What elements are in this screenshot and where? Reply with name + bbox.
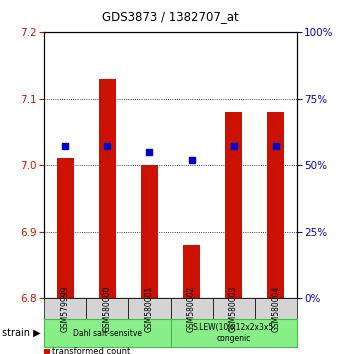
Point: [189, 157, 194, 162]
Text: GSM580003: GSM580003: [229, 286, 238, 332]
Point: [273, 144, 278, 149]
Bar: [225, 112, 242, 298]
Bar: [183, 245, 200, 298]
Text: strain ▶: strain ▶: [2, 328, 41, 338]
Text: GSM580002: GSM580002: [187, 286, 196, 332]
Text: GSM580004: GSM580004: [271, 286, 280, 332]
Bar: [267, 112, 284, 298]
Text: GSM580000: GSM580000: [103, 286, 112, 332]
Text: Dahl salt-sensitve: Dahl salt-sensitve: [73, 329, 142, 337]
Point: [105, 144, 110, 149]
Text: transformed count: transformed count: [52, 347, 130, 354]
Bar: [99, 79, 116, 298]
Text: GSM579999: GSM579999: [61, 286, 70, 332]
Bar: [57, 159, 74, 298]
Point: [231, 144, 236, 149]
Text: GSM580001: GSM580001: [145, 286, 154, 332]
Bar: [141, 165, 158, 298]
Text: GDS3873 / 1382707_at: GDS3873 / 1382707_at: [102, 10, 239, 23]
Point: [147, 149, 152, 155]
Text: S.LEW(10)x12x2x3x5
congenic: S.LEW(10)x12x2x3x5 congenic: [193, 323, 274, 343]
Point: [63, 144, 68, 149]
